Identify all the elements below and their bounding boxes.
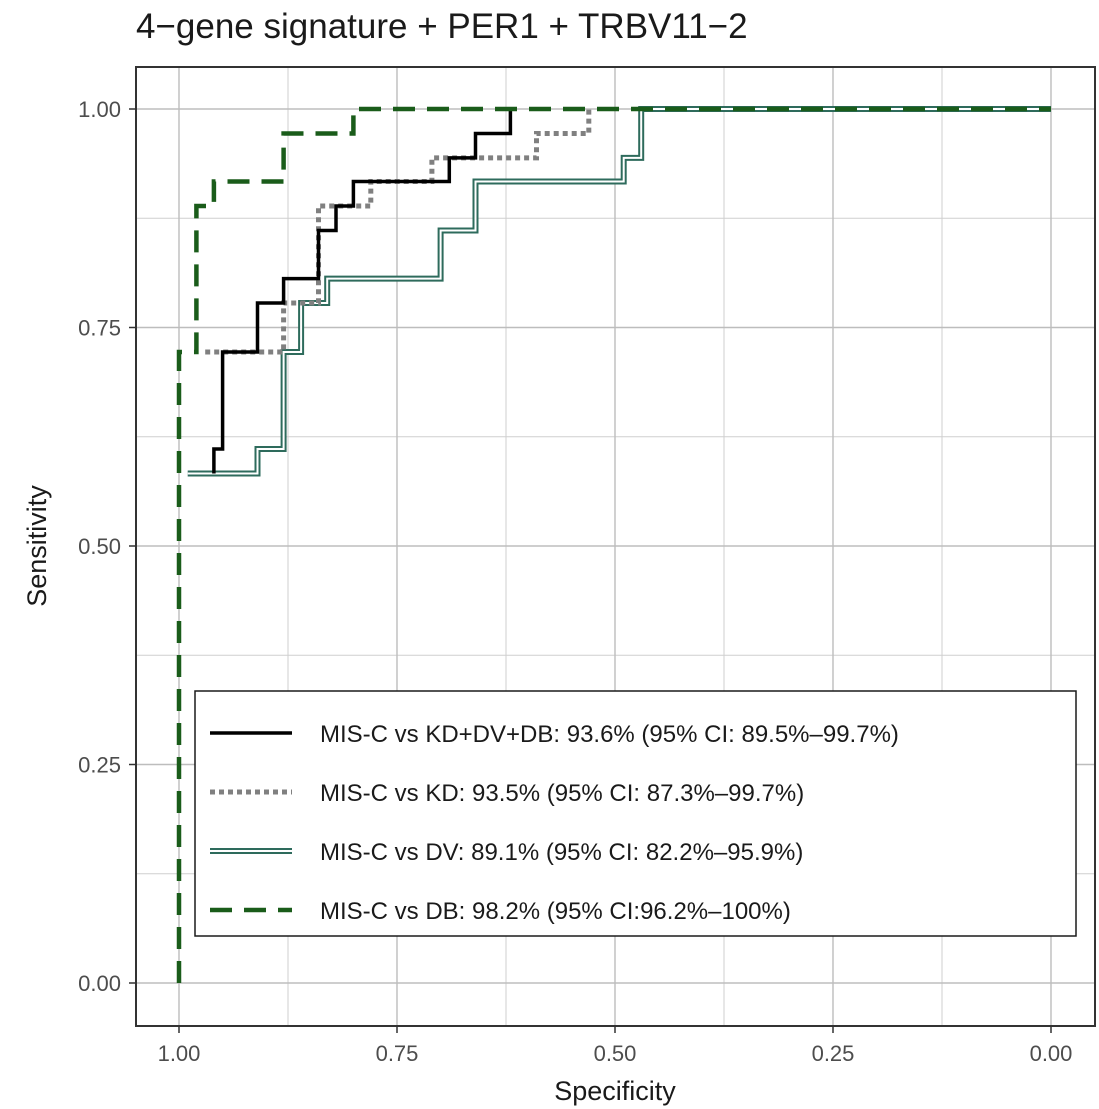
y-tick-label: 1.00: [78, 97, 121, 122]
y-tick-label: 0.00: [78, 971, 121, 996]
axis-ticks: 1.00 0.75 0.50 0.25 0.00 0.00 0.25 0.50 0.75 1.00: [78, 97, 1072, 1066]
legend-label-4: MIS-C vs DB: 98.2% (95% CI:96.2%–100%): [320, 898, 791, 925]
x-axis-label: Specificity: [554, 1076, 676, 1106]
legend: MIS-C vs KD+DV+DB: 93.6% (95% CI: 89.5%–…: [194, 690, 1077, 937]
series-layer: [176, 106, 1051, 983]
y-tick-label: 0.50: [78, 534, 121, 559]
chart-title: 4−gene signature + PER1 + TRBV11−2: [136, 7, 748, 46]
legend-label-1: MIS-C vs KD+DV+DB: 93.6% (95% CI: 89.5%–…: [320, 721, 899, 748]
series-line-3-inner: [187, 108, 1051, 475]
y-axis-label: Sensitivity: [22, 485, 52, 607]
series-line-4: [176, 106, 1051, 983]
x-tick-label: 0.00: [1030, 1041, 1073, 1066]
x-tick-label: 0.75: [376, 1041, 419, 1066]
legend-label-3: MIS-C vs DV: 89.1% (95% CI: 82.2%–95.9%): [320, 839, 803, 866]
series-line-1: [212, 109, 513, 474]
legend-box: [194, 690, 1077, 937]
x-tick-label: 0.50: [594, 1041, 637, 1066]
x-tick-label: 1.00: [158, 1041, 201, 1066]
y-tick-label: 0.25: [78, 753, 121, 778]
legend-label-2: MIS-C vs KD: 93.5% (95% CI: 87.3%–99.7%): [320, 780, 804, 807]
y-tick-label: 0.75: [78, 316, 121, 341]
x-tick-label: 0.25: [812, 1041, 855, 1066]
